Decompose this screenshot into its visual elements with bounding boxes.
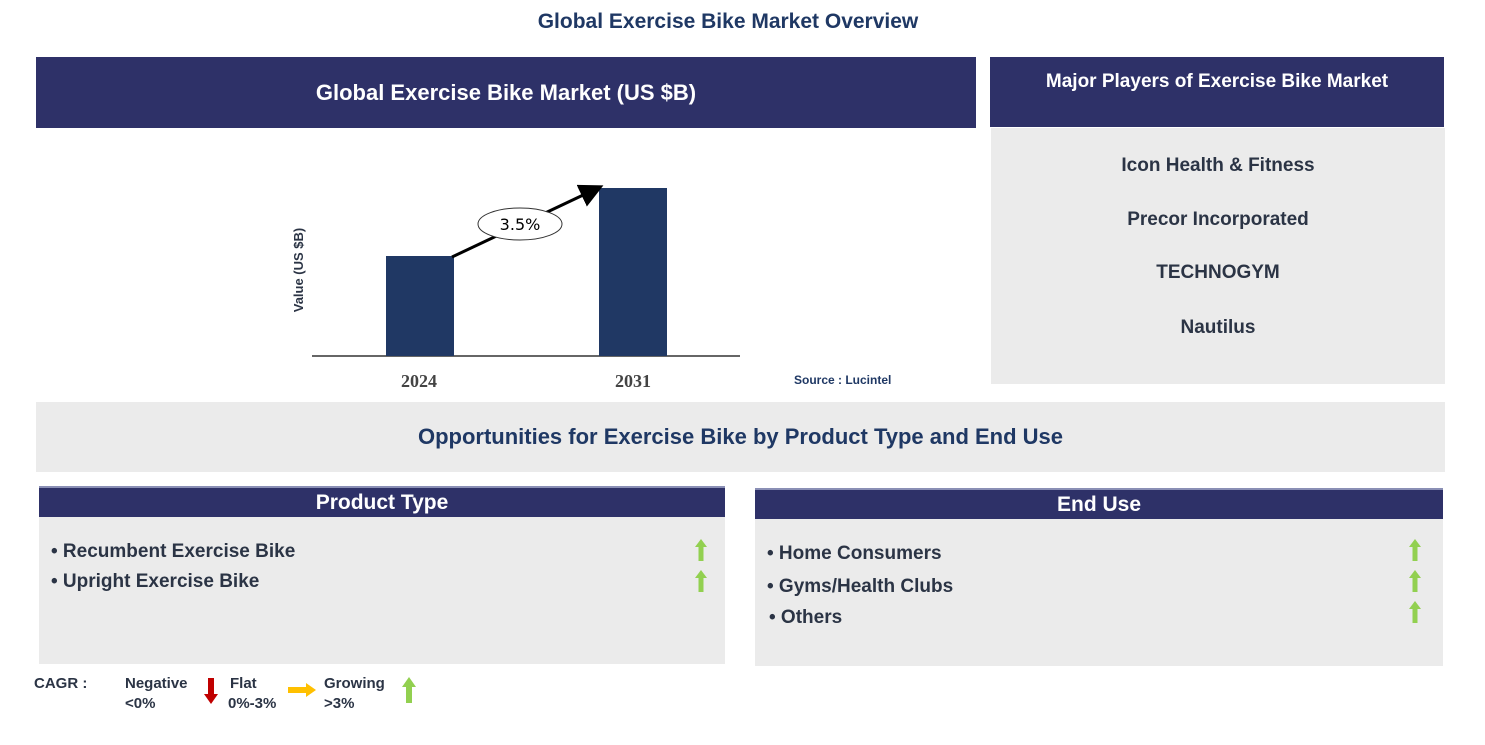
player-item: TECHNOGYM (1156, 262, 1280, 283)
growing-arrow-icon (402, 677, 416, 703)
negative-arrow-icon (204, 678, 218, 704)
players-header: Major Players of Exercise Bike Market (990, 57, 1444, 127)
x-tick-2031: 2031 (615, 371, 651, 391)
legend-negative: Negative (125, 675, 188, 692)
players-list: Icon Health & Fitness Precor Incorporate… (991, 128, 1445, 384)
legend-negative-range: <0% (125, 695, 156, 712)
end-use-item: • Others (769, 607, 843, 628)
end-use-item: • Gyms/Health Clubs (767, 576, 954, 597)
chart-header: Global Exercise Bike Market (US $B) (36, 57, 976, 128)
cagr-legend: CAGR : Negative <0% Flat 0%-3% Growing >… (34, 673, 454, 723)
page-title: Global Exercise Bike Market Overview (537, 10, 919, 33)
cagr-ellipse (477, 207, 563, 241)
player-item: Precor Incorporated (1127, 209, 1309, 230)
end-use-item: • Home Consumers (767, 543, 942, 564)
growing-arrow-icon (1409, 539, 1421, 561)
market-chart: Value (US $B) 3.5% 2024 2031 Source : Lu… (291, 184, 891, 391)
legend-flat: Flat (230, 675, 257, 692)
end-use-panel: End Use • Home Consumers • Gyms/Health C… (755, 488, 1443, 666)
growing-arrow-icon (695, 539, 707, 561)
source-label: Source : Lucintel (794, 373, 891, 387)
growing-arrow-icon (1409, 601, 1421, 623)
opportunities-banner: Opportunities for Exercise Bike by Produ… (36, 402, 1445, 472)
product-type-item: • Recumbent Exercise Bike (51, 541, 296, 562)
legend-label: CAGR : (34, 675, 88, 692)
growing-arrow-icon (1409, 570, 1421, 592)
legend-growing: Growing (324, 675, 385, 692)
end-use-header: End Use (755, 488, 1443, 519)
growing-arrow-icon (695, 570, 707, 592)
flat-arrow-icon (288, 683, 316, 697)
legend-growing-range: >3% (324, 695, 355, 712)
x-tick-2024: 2024 (401, 371, 437, 391)
bar-2024 (386, 256, 454, 356)
product-type-item: • Upright Exercise Bike (51, 571, 260, 592)
bar-2031 (599, 188, 667, 356)
cagr-label: 3.5% (500, 215, 541, 234)
product-type-panel: Product Type • Recumbent Exercise Bike •… (39, 486, 725, 664)
product-type-header: Product Type (39, 486, 725, 517)
player-item: Nautilus (1180, 317, 1256, 338)
legend-flat-range: 0%-3% (228, 695, 277, 712)
y-axis-label: Value (US $B) (291, 228, 306, 313)
player-item: Icon Health & Fitness (1121, 155, 1315, 176)
